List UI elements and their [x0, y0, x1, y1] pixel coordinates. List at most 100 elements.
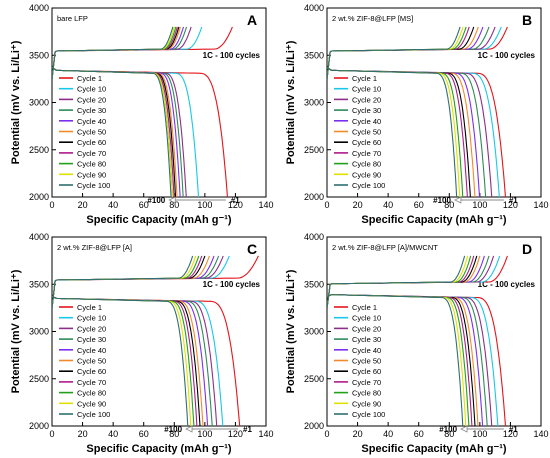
- legend-label: Cycle 1: [77, 303, 102, 312]
- discharge-curve: [327, 67, 481, 197]
- legend-label: Cycle 80: [352, 160, 381, 169]
- legend-label: Cycle 100: [352, 181, 385, 190]
- discharge-curve: [52, 67, 178, 197]
- legend-label: Cycle 50: [77, 357, 106, 366]
- cycle-100-marker: #100: [439, 425, 457, 434]
- legend-label: Cycle 30: [77, 335, 106, 344]
- y-tick-label: 3500: [29, 279, 49, 289]
- legend-label: Cycle 30: [77, 106, 106, 115]
- cycle-arrow-head: [168, 196, 176, 204]
- legend-label: Cycle 80: [77, 389, 106, 398]
- legend-label: Cycle 50: [352, 128, 381, 137]
- y-tick-label: 3000: [304, 98, 324, 108]
- y-tick-label: 3000: [29, 98, 49, 108]
- discharge-curve: [327, 294, 473, 426]
- x-tick-label: 20: [78, 200, 88, 210]
- x-tick-label: 0: [324, 200, 329, 210]
- x-axis-label: Specific Capacity (mAh g⁻¹): [86, 443, 232, 455]
- discharge-curve: [52, 67, 174, 197]
- legend-label: Cycle 60: [77, 138, 106, 147]
- discharge-curve: [327, 294, 476, 426]
- discharge-curve: [52, 67, 174, 197]
- legend-label: Cycle 70: [352, 149, 381, 158]
- cycle-100-marker: #100: [164, 425, 182, 434]
- legend-label: Cycle 60: [77, 367, 106, 376]
- y-tick-label: 3500: [304, 50, 324, 60]
- cycle-100-marker: #100: [147, 196, 165, 205]
- legend-label: Cycle 90: [77, 170, 106, 179]
- y-axis-label: Potential (mV vs. Li/Li⁺): [10, 40, 22, 164]
- legend-label: Cycle 10: [352, 85, 381, 94]
- x-tick-label: 40: [108, 200, 118, 210]
- legend-label: Cycle 40: [77, 117, 106, 126]
- x-tick-label: 60: [414, 200, 424, 210]
- discharge-curve: [327, 67, 458, 197]
- x-tick-label: 120: [503, 200, 518, 210]
- x-tick-label: 100: [472, 200, 487, 210]
- discharge-curve: [327, 67, 468, 197]
- sample-annotation: 2 wt.% ZIF-8@LFP [A]/MWCNT: [332, 243, 438, 252]
- discharge-curve: [52, 295, 189, 426]
- legend-label: Cycle 70: [77, 378, 106, 387]
- legend-label: Cycle 60: [352, 138, 381, 147]
- x-tick-label: 140: [533, 429, 548, 439]
- legend-label: Cycle 20: [352, 324, 381, 333]
- discharge-curve: [327, 67, 461, 197]
- x-tick-label: 60: [414, 429, 424, 439]
- cycle-arrow-head: [460, 425, 468, 433]
- legend-label: Cycle 20: [77, 324, 106, 333]
- legend-label: Cycle 60: [352, 367, 381, 376]
- curve-group: [327, 26, 508, 197]
- discharge-curve: [52, 67, 177, 197]
- legend-label: Cycle 1: [352, 74, 377, 83]
- x-tick-label: 40: [383, 200, 393, 210]
- x-tick-label: 60: [139, 200, 149, 210]
- x-axis-label: Specific Capacity (mAh g⁻¹): [361, 443, 507, 455]
- y-tick-label: 2000: [29, 421, 49, 431]
- legend-label: Cycle 30: [352, 335, 381, 344]
- discharge-curve: [327, 294, 479, 426]
- y-axis-label: Potential (mV vs. Li/Li⁺): [285, 40, 297, 164]
- legend-label: Cycle 10: [77, 314, 106, 323]
- sample-annotation: 2 wt.% ZIF-8@LFP [MS]: [332, 14, 413, 23]
- charge-curve: [52, 255, 194, 308]
- legend-label: Cycle 50: [352, 357, 381, 366]
- x-tick-label: 100: [472, 429, 487, 439]
- x-tick-label: 40: [383, 429, 393, 439]
- legend-label: Cycle 20: [77, 95, 106, 104]
- discharge-curve: [327, 67, 464, 197]
- y-tick-label: 3500: [29, 50, 49, 60]
- y-tick-label: 2500: [304, 374, 324, 384]
- x-tick-label: 80: [169, 429, 179, 439]
- discharge-curve: [327, 294, 470, 426]
- legend-label: Cycle 30: [352, 106, 381, 115]
- cycle-1-marker: #1: [509, 425, 518, 434]
- panel-letter: B: [522, 12, 532, 28]
- discharge-curve: [52, 67, 175, 197]
- y-tick-label: 4000: [304, 232, 324, 242]
- sample-annotation: bare LFP: [57, 14, 88, 23]
- legend-label: Cycle 90: [77, 399, 106, 408]
- discharge-curve: [52, 295, 201, 426]
- y-tick-label: 3000: [29, 327, 49, 337]
- discharge-curve: [52, 67, 172, 197]
- legend-label: Cycle 40: [77, 346, 106, 355]
- legend-label: Cycle 10: [77, 85, 106, 94]
- chart-panel-d: 0 20 40 60 80 100 120 140 2000 2500 3000 3500 4000 Sp…: [285, 232, 549, 455]
- y-tick-label: 2500: [304, 145, 324, 155]
- x-tick-label: 20: [353, 200, 363, 210]
- discharge-curve: [327, 294, 467, 426]
- x-axis-label: Specific Capacity (mAh g⁻¹): [86, 214, 232, 226]
- cycle-100-marker: #100: [433, 196, 451, 205]
- cycle-arrow-head: [185, 425, 193, 433]
- legend-label: Cycle 50: [77, 128, 106, 137]
- panel-letter: C: [247, 241, 257, 257]
- x-tick-label: 0: [324, 429, 329, 439]
- legend-label: Cycle 100: [77, 181, 110, 190]
- curve-group: [327, 255, 508, 426]
- discharge-curve: [52, 295, 195, 426]
